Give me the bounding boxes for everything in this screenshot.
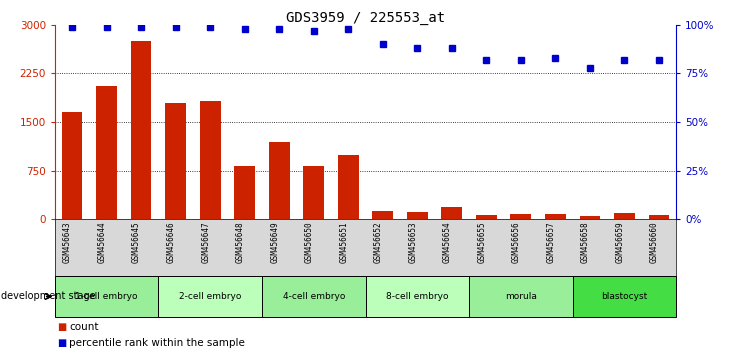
Text: GSM456645: GSM456645 [132, 221, 141, 263]
Text: GSM456653: GSM456653 [409, 221, 417, 263]
Text: development stage: development stage [1, 291, 95, 302]
Bar [580, 216, 600, 219]
Bar [269, 142, 289, 219]
Text: GSM456646: GSM456646 [167, 221, 175, 263]
Bar [648, 215, 670, 219]
Text: GSM456644: GSM456644 [98, 221, 107, 263]
Text: GSM456650: GSM456650 [305, 221, 314, 263]
Text: GSM456659: GSM456659 [616, 221, 624, 263]
Text: GSM456643: GSM456643 [63, 221, 72, 263]
Bar [572, 276, 676, 317]
Text: blastocyst: blastocyst [602, 292, 648, 301]
Text: GSM456652: GSM456652 [374, 221, 383, 263]
Text: 2-cell embryo: 2-cell embryo [179, 292, 241, 301]
Text: GSM456658: GSM456658 [581, 221, 590, 263]
Bar [476, 215, 496, 219]
Text: count: count [69, 322, 99, 332]
Bar [338, 155, 359, 219]
Bar [159, 276, 262, 317]
Bar [262, 276, 366, 317]
Text: morula: morula [505, 292, 537, 301]
Text: percentile rank within the sample: percentile rank within the sample [69, 338, 246, 348]
Bar [510, 214, 531, 219]
Bar [372, 211, 393, 219]
Text: 4-cell embryo: 4-cell embryo [283, 292, 345, 301]
Bar [407, 212, 428, 219]
Text: GSM456655: GSM456655 [477, 221, 486, 263]
Bar [366, 276, 469, 317]
Text: 8-cell embryo: 8-cell embryo [386, 292, 449, 301]
Bar [96, 86, 117, 219]
Text: GSM456649: GSM456649 [270, 221, 279, 263]
Bar [200, 101, 221, 219]
Bar [469, 276, 572, 317]
Text: GDS3959 / 225553_at: GDS3959 / 225553_at [286, 11, 445, 25]
Bar [165, 103, 186, 219]
Bar [55, 276, 159, 317]
Text: GSM456656: GSM456656 [512, 221, 520, 263]
Text: GSM456657: GSM456657 [546, 221, 556, 263]
Bar [235, 166, 255, 219]
Bar [131, 41, 151, 219]
Bar [545, 214, 566, 219]
Bar [614, 213, 635, 219]
Bar [303, 166, 324, 219]
Text: GSM456647: GSM456647 [201, 221, 211, 263]
Text: 1-cell embryo: 1-cell embryo [75, 292, 138, 301]
Bar [61, 113, 83, 219]
Bar [442, 206, 462, 219]
Text: ■: ■ [58, 338, 67, 348]
Text: GSM456651: GSM456651 [339, 221, 348, 263]
Text: GSM456654: GSM456654 [443, 221, 452, 263]
Text: ■: ■ [58, 322, 67, 332]
Text: GSM456660: GSM456660 [650, 221, 659, 263]
Text: GSM456648: GSM456648 [235, 221, 245, 263]
